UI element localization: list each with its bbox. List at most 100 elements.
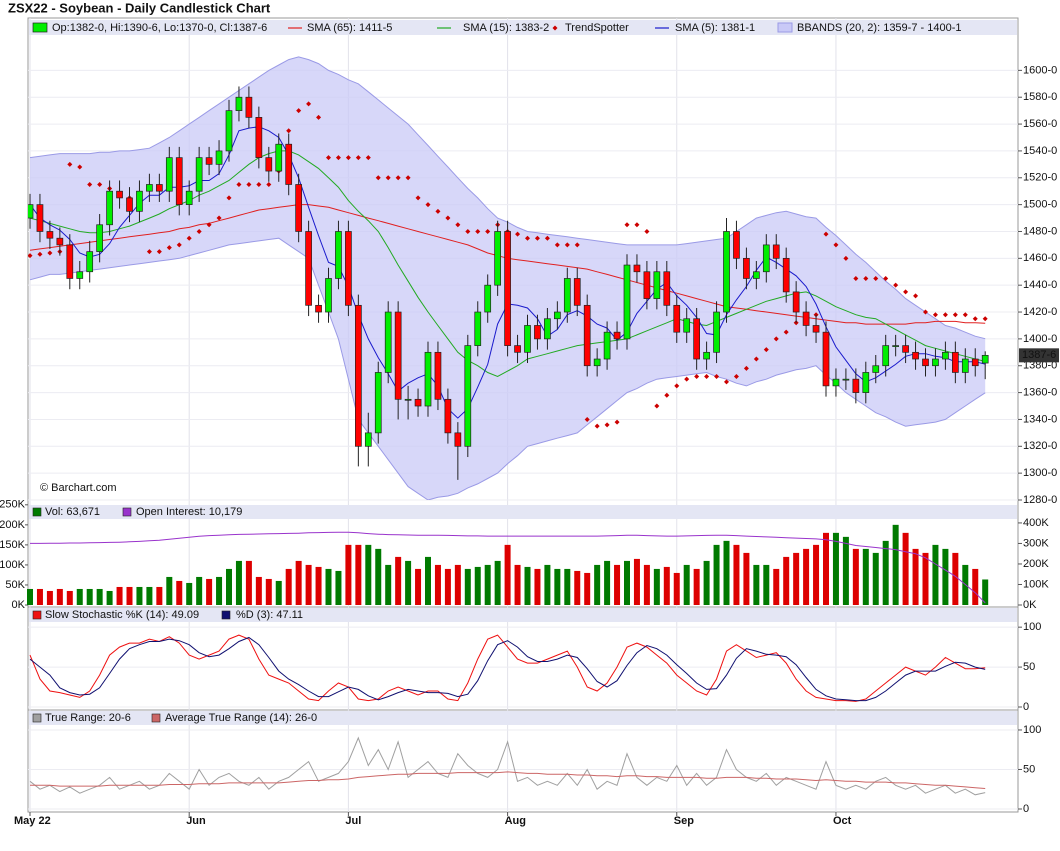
x-tick-label: Oct [833,815,852,827]
chart-title: ZSX22 - Soybean - Daily Candlestick Char… [8,0,271,15]
trendspotter-dot [783,329,789,335]
candle-body [583,304,591,367]
y-tick-label: 100 [1023,724,1041,736]
candle-body [663,271,671,306]
trendspotter-dot [823,231,829,237]
trendspotter-dot [335,155,341,161]
volume-bar [604,560,611,605]
volume-bar [365,544,372,605]
trendspotter-dot [684,376,690,382]
volume-bar [643,564,650,605]
volume-bar [703,560,710,605]
candle-body [355,304,362,447]
x-tick-label: Aug [505,815,526,827]
volume-bar [275,580,282,605]
volume-bar [972,568,979,605]
x-tick-label: Sep [674,815,694,827]
candle-body [713,311,720,353]
y-tick-label: 1380-0 [1023,360,1057,372]
candle-body [743,257,750,279]
volume-bar [156,586,163,605]
y-tick-label: 1560-0 [1023,118,1057,130]
candle-body [96,224,104,252]
volume-bar [932,544,939,605]
candle-body [285,143,293,185]
trendspotter-dot [773,336,779,342]
volume-bar [454,564,461,605]
trendspotter-dot [903,289,909,295]
volume-bar [872,552,879,605]
y-tick-label: 100K [1023,578,1049,590]
candle-body [603,331,611,360]
candle-body [275,143,283,172]
candle-body [772,244,780,259]
x-tick-label: Jul [345,815,361,827]
candle-body [215,150,223,165]
volume-bar [255,576,262,605]
candle-body [295,184,302,232]
trendspotter-dot [256,181,262,187]
candle-body [613,331,621,340]
y-tick-label: 400K [1023,517,1049,529]
legend-label: Slow Stochastic %K (14): 49.09 [45,609,199,621]
candle-body [444,398,452,434]
y-tick-label: 0K [12,599,26,611]
volume-bar [27,588,33,605]
candle-body [822,331,830,387]
candle-body [683,318,691,333]
trendspotter-dot [345,155,351,161]
volume-bar [265,578,272,605]
legend-swatch [151,713,161,723]
candle-body [245,96,253,118]
candle-body [653,271,661,299]
candle-body [723,231,730,313]
volume-bar [434,564,441,605]
candle-body [474,311,482,346]
volume-bar [952,552,959,605]
legend-swatch [32,610,42,620]
volume-bar [763,564,770,605]
trendspotter-dot [445,215,451,221]
volume-bar [544,564,551,605]
y-tick-label: 200K [0,519,26,531]
indicator-line [29,636,986,702]
trendspotter-dot [216,215,222,221]
candle-body [504,231,511,346]
volume-bar [514,564,521,605]
trendspotter-dot [206,222,212,228]
candle-body [842,378,850,381]
candle-body [673,304,681,333]
trendspotter-dot [704,373,710,379]
volume-bar [325,568,332,605]
candle-body [255,117,263,158]
volume-bar [803,548,810,605]
trendspotter-dot [863,275,869,281]
y-tick-label: 200K [1023,558,1049,570]
volume-bar [633,558,640,605]
volume-bar [743,552,750,605]
volume-bar [813,544,820,605]
candle-body [315,304,322,313]
volume-bar [982,579,989,605]
volume-bar [385,564,392,605]
trendspotter-dot [763,347,769,353]
legend-band [29,20,1017,35]
candle-body [693,318,701,360]
candle-body [514,345,521,353]
volume-bar [226,568,232,605]
trendspotter-dot [87,181,93,187]
candle-body [882,345,890,367]
trendspotter-dot [853,275,859,281]
legend-label: Average True Range (14): 26-0 [165,712,317,724]
candle-body [106,190,113,226]
trendspotter-dot [455,222,461,228]
volume-bar [683,564,690,605]
trendspotter-dot [883,275,889,281]
panel-frame [27,709,1019,813]
volume-bar [444,568,451,605]
trendspotter-dot [156,249,162,255]
trendspotter-dot [385,175,391,181]
candle-body [225,110,233,152]
candle-body [136,190,143,212]
last-price-label: 1387-6 [1022,349,1056,361]
